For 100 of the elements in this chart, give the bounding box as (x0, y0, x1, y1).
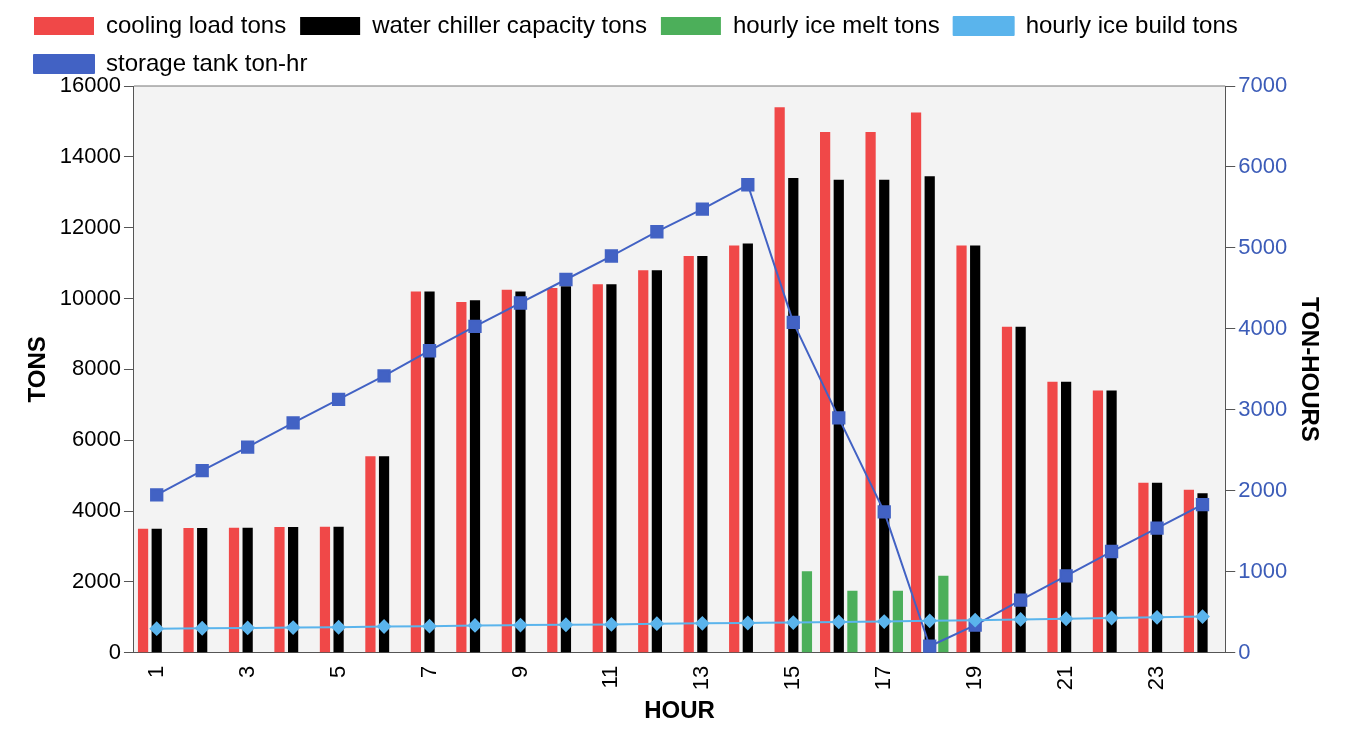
bar (742, 243, 753, 653)
point (740, 615, 755, 630)
bar (378, 456, 390, 653)
bar (801, 571, 813, 653)
bar (938, 575, 949, 653)
x-tick-label: 23 (1143, 665, 1169, 691)
legend-label: hourly ice build tons (1025, 10, 1238, 38)
bar (183, 528, 194, 653)
bar (197, 528, 208, 653)
point (1013, 593, 1028, 607)
x-tick-label: 17 (870, 665, 896, 691)
x-axis-title: HOUR (644, 696, 715, 724)
y2-tick-label: 2000 (1238, 476, 1288, 502)
bar (892, 590, 903, 653)
point (195, 463, 209, 478)
point (331, 620, 346, 635)
point (331, 392, 346, 406)
bar (847, 590, 858, 653)
x-tick-label: 3 (233, 665, 259, 678)
point (513, 296, 528, 310)
legend-label: water chiller capacity tons (371, 10, 647, 38)
x-tick-label: 7 (415, 665, 441, 678)
bar (833, 179, 844, 653)
bar (1047, 381, 1058, 653)
bar (365, 456, 376, 653)
point (558, 617, 573, 632)
bar (970, 245, 981, 653)
bar (547, 287, 558, 653)
bar (137, 528, 149, 653)
point (377, 619, 392, 634)
bar (501, 289, 512, 653)
point (149, 621, 164, 636)
point (1195, 609, 1210, 624)
bar (1183, 489, 1194, 653)
point (923, 639, 937, 653)
y2-tick-label: 5000 (1238, 233, 1288, 259)
bar (879, 179, 890, 653)
x-tick-label: 5 (324, 665, 350, 678)
x-tick-label: 21 (1052, 665, 1078, 691)
x-tick-label: 9 (506, 665, 532, 678)
legend-label: cooling load tons (106, 10, 287, 38)
x-tick-label: 1 (142, 665, 168, 678)
bar (1092, 390, 1104, 653)
point (468, 319, 482, 334)
bar (606, 284, 617, 653)
point (513, 618, 528, 633)
bar (683, 256, 694, 653)
y2-tick-label: 7000 (1238, 72, 1288, 98)
point (1150, 521, 1164, 535)
bar (469, 300, 481, 653)
legend-label: hourly ice melt tons (732, 10, 940, 38)
point (286, 620, 301, 635)
bar (592, 284, 603, 653)
point (1013, 612, 1028, 627)
y-tick-label: 2000 (72, 567, 121, 593)
y2-tick-label: 1000 (1238, 557, 1288, 583)
bar (242, 527, 253, 653)
point (786, 615, 801, 630)
y-tick-label: 14000 (59, 142, 121, 168)
bar (774, 107, 785, 653)
point (831, 614, 846, 629)
y-tick-label: 8000 (72, 355, 121, 381)
bar (910, 112, 922, 653)
y2-tick-label: 0 (1238, 638, 1251, 664)
y2-tick-label: 6000 (1238, 153, 1288, 179)
point (422, 344, 437, 358)
bar (319, 526, 331, 653)
bar (788, 178, 799, 653)
point (1059, 569, 1073, 583)
y2-tick-label: 4000 (1238, 314, 1288, 340)
bar (1015, 326, 1026, 653)
bar (456, 302, 467, 653)
bar (956, 245, 967, 653)
bar (729, 245, 740, 653)
point (150, 488, 164, 502)
point (1104, 611, 1119, 626)
bar (333, 526, 344, 653)
bar (274, 526, 285, 653)
x-tick-label: 13 (688, 665, 714, 691)
bar (228, 527, 240, 653)
point (241, 440, 255, 454)
bar (424, 291, 435, 653)
point (604, 617, 619, 632)
bar (651, 270, 662, 653)
bar (820, 132, 831, 653)
bar (560, 286, 572, 653)
bar (697, 256, 708, 653)
point (559, 272, 573, 287)
point (695, 202, 710, 216)
x-tick-label: 11 (597, 665, 623, 689)
x-tick-label: 19 (961, 665, 987, 691)
x-tick-label: 15 (779, 665, 805, 691)
point (1059, 611, 1074, 626)
bar (288, 526, 299, 653)
point (240, 620, 255, 635)
point (832, 411, 846, 425)
point (741, 178, 755, 192)
point (377, 369, 391, 383)
y-tick-label: 0 (108, 638, 121, 664)
point (422, 619, 437, 634)
